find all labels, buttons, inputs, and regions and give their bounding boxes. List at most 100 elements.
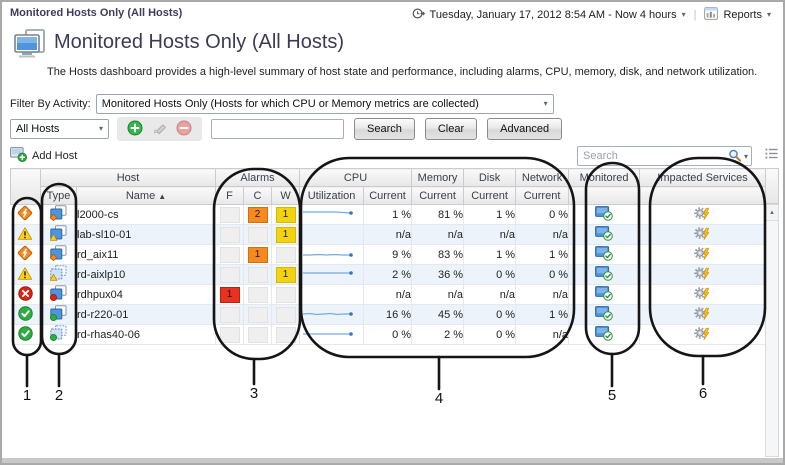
cpu-utilization-sparkline[interactable] [299, 304, 365, 325]
alarm-count-warning-box[interactable]: 1 [275, 226, 296, 243]
host-status-critical-icon[interactable] [10, 244, 41, 265]
cpu-utilization-sparkline[interactable] [299, 204, 365, 225]
host-row[interactable]: rd-r220-01 16 % 45 % 0 % 1 % [10, 304, 767, 325]
host-type-icon[interactable] [40, 244, 77, 265]
host-name[interactable]: rd-aixlp10 [76, 264, 216, 285]
remove-minus-icon[interactable] [176, 120, 192, 139]
advanced-button[interactable]: Advanced [487, 118, 563, 140]
host-monitored-icon[interactable] [568, 204, 641, 225]
cpu-utilization-sparkline[interactable] [299, 224, 365, 245]
service-impact-icon[interactable] [639, 324, 767, 345]
host-row[interactable]: rd-aixlp10 1 2 % 36 % 0 % 0 % [10, 264, 767, 285]
alarm-count-critical[interactable]: 2 [243, 204, 272, 225]
service-impact-icon[interactable] [639, 264, 767, 285]
alarm-count-fatal[interactable]: 1 [215, 284, 244, 305]
alarm-count-fatal-box[interactable]: 1 [219, 286, 240, 303]
scroll-up-icon[interactable]: ▲ [766, 205, 778, 221]
service-impact-icon[interactable] [639, 244, 767, 265]
chevron-down-icon[interactable]: ▾ [743, 152, 748, 161]
host-type-icon-virtual[interactable] [40, 324, 77, 345]
cpu-utilization-sparkline[interactable] [299, 284, 365, 305]
service-impact-icon[interactable] [639, 224, 767, 245]
network-current-column-header[interactable]: Current [515, 186, 570, 205]
clear-button[interactable]: Clear [424, 118, 478, 140]
type-column-header[interactable]: Type [40, 186, 77, 205]
alarm-count-critical-box[interactable]: 1 [247, 246, 268, 263]
host-status-fatal-icon[interactable] [10, 284, 41, 305]
host-name[interactable]: rd-rhas40-06 [76, 324, 216, 345]
host-row[interactable]: rd-rhas40-06 0 % 2 % 0 % n/a [10, 324, 767, 345]
disk-group-header[interactable]: Disk [463, 168, 517, 187]
host-status-warning-icon[interactable] [10, 224, 41, 245]
host-monitored-icon[interactable] [568, 304, 641, 325]
host-type-icon-virtual[interactable] [40, 264, 77, 285]
service-impact-icon[interactable] [639, 284, 767, 305]
host-row[interactable]: lab-sl10-01 1 n/a n/a n/a n/a [10, 224, 767, 245]
host-monitored-icon[interactable] [568, 264, 641, 285]
service-impact-icon[interactable] [639, 304, 767, 325]
alarms-group-header[interactable]: Alarms [214, 168, 301, 187]
memory-group-header[interactable]: Memory [411, 168, 465, 187]
host-name[interactable]: rd_aix11 [76, 244, 216, 265]
network-group-header[interactable]: Network [515, 168, 570, 187]
alarm-count-warning-box[interactable]: 1 [275, 266, 296, 283]
host-row[interactable]: rdhpux04 1 n/a n/a n/a n/a [10, 284, 767, 305]
cpu-utilization-sparkline[interactable] [299, 244, 365, 265]
add-plus-icon[interactable] [127, 120, 143, 139]
memory-current-column-header[interactable]: Current [411, 186, 465, 205]
activity-filter-select[interactable]: Monitored Hosts Only (Hosts for which CP… [95, 94, 554, 114]
vertical-scrollbar[interactable]: ▲ [765, 204, 779, 457]
host-status-critical-icon[interactable] [10, 204, 41, 225]
host-status-warning-icon[interactable] [10, 264, 41, 285]
reports-menu[interactable]: Reports [723, 9, 762, 21]
search-query-input[interactable] [211, 119, 344, 139]
service-impact-icon[interactable] [639, 204, 767, 225]
name-column-header[interactable]: Name ▲ [76, 186, 216, 205]
search-button[interactable]: Search [354, 118, 415, 140]
host-status-normal-icon[interactable] [10, 324, 41, 345]
host-type-icon[interactable] [40, 224, 77, 245]
host-type-icon[interactable] [40, 304, 77, 325]
time-range-label[interactable]: Tuesday, January 17, 2012 8:54 AM - Now … [429, 9, 677, 21]
host-type-icon[interactable] [40, 204, 77, 225]
cpu-utilization-sparkline[interactable] [299, 264, 365, 285]
cpu-current-column-header[interactable]: Current [363, 186, 413, 205]
critical-column-header[interactable]: C [243, 186, 272, 205]
breadcrumb[interactable]: Monitored Hosts Only (All Hosts) [10, 7, 183, 19]
scope-select[interactable]: All Hosts ▾ [10, 119, 109, 139]
add-host-button[interactable]: Add Host [10, 147, 77, 165]
impacted-services-column-header[interactable]: Impacted Services [639, 168, 767, 187]
host-name[interactable]: l2000-cs [76, 204, 216, 225]
fatal-column-header[interactable]: F [215, 186, 244, 205]
host-name[interactable]: lab-sl10-01 [76, 224, 216, 245]
chevron-down-icon[interactable]: ▾ [681, 10, 686, 19]
host-status-normal-icon[interactable] [10, 304, 41, 325]
list-menu-icon[interactable] [765, 148, 778, 162]
host-monitored-icon[interactable] [568, 224, 641, 245]
host-row[interactable]: rd_aix11 1 9 % 83 % 1 % 1 % [10, 244, 767, 265]
table-search-input[interactable] [577, 146, 752, 166]
monitored-column-header[interactable]: Monitored [568, 168, 641, 187]
alarm-count-warning[interactable]: 1 [271, 204, 301, 225]
utilization-column-header[interactable]: Utilization [299, 186, 365, 205]
host-row[interactable]: l2000-cs 2 1 1 % 81 % 1 % 0 % [10, 204, 767, 225]
edit-pencil-icon[interactable] [152, 120, 167, 138]
alarm-count-warning[interactable]: 1 [271, 224, 301, 245]
status-column-header[interactable] [10, 168, 41, 205]
alarm-count-warning[interactable]: 1 [271, 264, 301, 285]
host-name[interactable]: rd-r220-01 [76, 304, 216, 325]
host-monitored-icon[interactable] [568, 284, 641, 305]
alarm-count-critical-box[interactable]: 2 [247, 206, 268, 223]
host-name[interactable]: rdhpux04 [76, 284, 216, 305]
cpu-utilization-sparkline[interactable] [299, 324, 365, 345]
alarm-count-critical[interactable]: 1 [243, 244, 272, 265]
warning-column-header[interactable]: W [270, 186, 301, 205]
magnifier-icon[interactable] [728, 149, 742, 165]
alarm-count-warning-box[interactable]: 1 [275, 206, 296, 223]
cpu-group-header[interactable]: CPU [299, 168, 413, 187]
host-group-header[interactable]: Host [40, 168, 216, 187]
chevron-down-icon[interactable]: ▾ [766, 10, 771, 19]
host-monitored-icon[interactable] [568, 244, 641, 265]
host-monitored-icon[interactable] [568, 324, 641, 345]
host-type-icon[interactable] [40, 284, 77, 305]
